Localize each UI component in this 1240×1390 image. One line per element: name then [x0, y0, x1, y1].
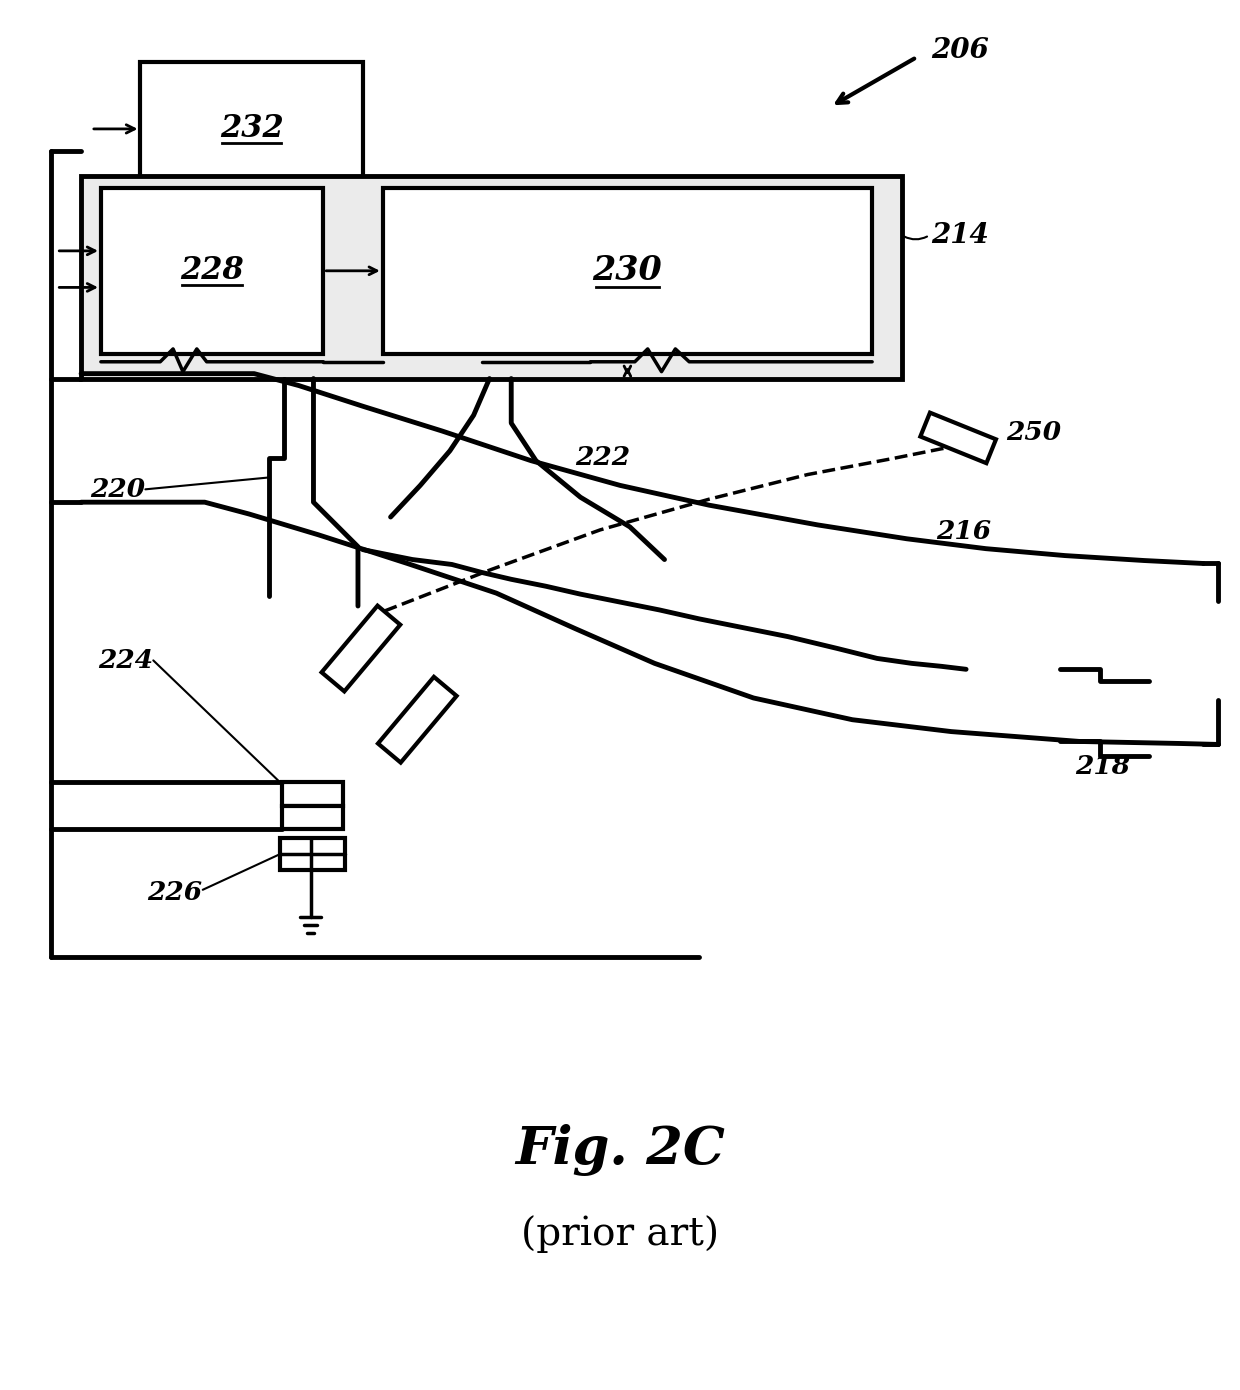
Bar [281, 783, 343, 806]
Bar [100, 188, 324, 354]
Text: 226: 226 [148, 880, 202, 905]
Text: (prior art): (prior art) [521, 1215, 719, 1252]
Bar [140, 63, 363, 196]
Text: 206: 206 [931, 36, 990, 64]
Polygon shape [920, 413, 996, 463]
Bar [383, 188, 872, 354]
Text: 216: 216 [936, 520, 992, 545]
Text: 222: 222 [575, 445, 631, 470]
Text: 214: 214 [931, 222, 990, 249]
Bar [280, 838, 345, 870]
Text: 224: 224 [98, 648, 154, 673]
Text: 218: 218 [1075, 755, 1130, 780]
Bar [281, 806, 343, 830]
Text: 232: 232 [219, 114, 284, 145]
Polygon shape [378, 677, 456, 763]
Polygon shape [321, 606, 401, 691]
Text: 228: 228 [180, 256, 244, 286]
Text: 230: 230 [593, 254, 662, 288]
Text: 250: 250 [1006, 420, 1060, 445]
Text: Fig. 2C: Fig. 2C [515, 1125, 725, 1176]
Bar [81, 177, 901, 378]
Text: 220: 220 [91, 477, 145, 502]
